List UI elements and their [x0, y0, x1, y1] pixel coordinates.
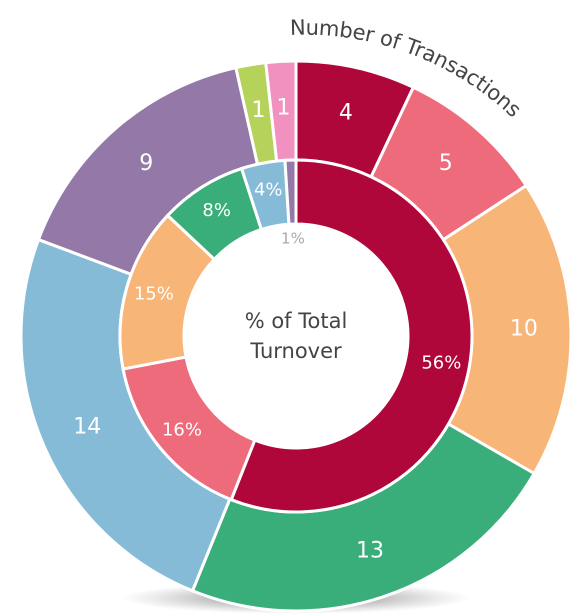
outer-label: 10	[510, 317, 538, 342]
inner-label: 1%	[281, 230, 305, 248]
outer-label: 5	[439, 151, 453, 176]
rings: 4 5 10 13 14 9 1 1 56% 16% 15% 8% 4% 1%	[19, 59, 573, 613]
inner-segment	[283, 158, 298, 226]
outer-label: 1	[251, 98, 265, 123]
outer-label: 1	[276, 95, 290, 120]
outer-label: 14	[73, 415, 101, 440]
outer-label: 9	[139, 151, 153, 176]
inner-label: 4%	[254, 180, 283, 201]
inner-label: 16%	[162, 419, 202, 440]
inner-label: 15%	[134, 284, 174, 305]
center-label: Turnover	[249, 339, 342, 363]
inner-label: 56%	[421, 353, 461, 374]
center-label: % of Total	[245, 309, 348, 333]
inner-segment	[229, 158, 474, 514]
inner-label: 8%	[202, 200, 231, 221]
outer-label: 13	[356, 539, 384, 564]
outer-label: 4	[339, 101, 353, 126]
